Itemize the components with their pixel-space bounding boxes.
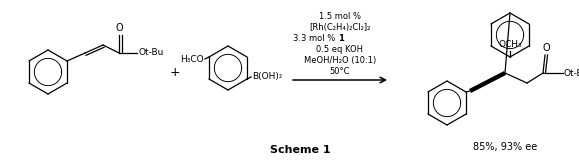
Text: ₂: ₂	[279, 72, 282, 80]
Text: 50°C: 50°C	[330, 67, 350, 76]
Text: [Rh(C₂H₄)₂Cl₂]₂: [Rh(C₂H₄)₂Cl₂]₂	[309, 23, 371, 32]
Text: Ot-Bu: Ot-Bu	[138, 48, 163, 57]
Text: Ot-Bu: Ot-Bu	[564, 68, 579, 77]
Text: 3.3 mol %: 3.3 mol %	[293, 34, 338, 43]
Text: 85%, 93% ee: 85%, 93% ee	[473, 142, 537, 152]
Text: MeOH/H₂O (10:1): MeOH/H₂O (10:1)	[304, 56, 376, 65]
Text: H₃CO: H₃CO	[180, 56, 204, 64]
Text: OCH₃: OCH₃	[498, 40, 522, 49]
Text: B(OH): B(OH)	[252, 72, 279, 80]
Text: 1: 1	[338, 34, 344, 43]
Text: O: O	[115, 23, 123, 33]
Text: O: O	[542, 43, 550, 53]
Text: +: +	[170, 65, 180, 79]
Text: Scheme 1: Scheme 1	[270, 145, 330, 155]
Text: 1.5 mol %: 1.5 mol %	[319, 12, 361, 21]
Text: 0.5 eq KOH: 0.5 eq KOH	[317, 45, 364, 54]
